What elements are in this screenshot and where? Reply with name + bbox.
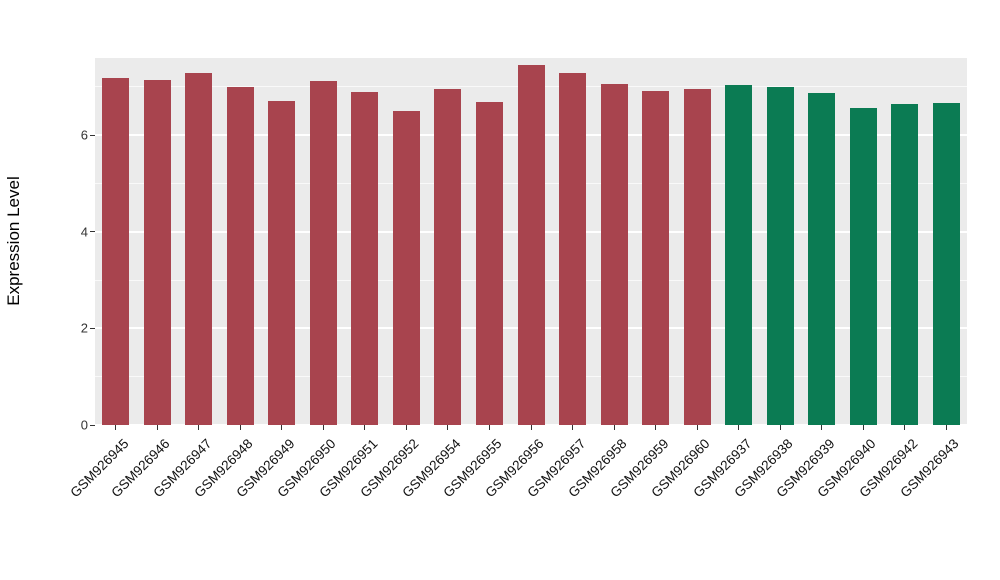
plot-panel (95, 58, 967, 426)
x-tick-mark (447, 425, 449, 430)
bar (601, 83, 628, 425)
bar (476, 102, 503, 425)
x-tick-mark (488, 425, 490, 430)
bar (559, 72, 586, 425)
bar (393, 111, 420, 425)
bar (310, 81, 337, 425)
y-axis-title: Expression Level (4, 176, 23, 306)
x-tick-mark (613, 425, 615, 430)
x-tick-mark (530, 425, 532, 430)
x-tick-mark (696, 425, 698, 430)
bar (268, 100, 295, 425)
bar (891, 103, 918, 425)
bar (102, 78, 129, 425)
y-tick-mark (90, 327, 95, 329)
bar (185, 73, 212, 425)
x-tick-mark (281, 425, 283, 430)
y-tick-mark (90, 424, 95, 426)
bar (518, 65, 545, 425)
x-tick-mark (738, 425, 740, 430)
x-tick-mark (821, 425, 823, 430)
bar (850, 107, 877, 425)
bar (642, 90, 669, 425)
bar (144, 79, 171, 425)
x-tick-mark (779, 425, 781, 430)
x-tick-mark (198, 425, 200, 430)
x-tick-mark (405, 425, 407, 430)
bar (767, 86, 794, 425)
y-tick-label: 4 (80, 224, 88, 240)
bar (434, 89, 461, 425)
y-tick-mark (90, 231, 95, 233)
x-tick-mark (239, 425, 241, 430)
x-tick-mark (156, 425, 158, 430)
y-tick-mark (90, 134, 95, 136)
y-tick-label: 6 (80, 127, 88, 143)
y-tick-label: 0 (80, 417, 88, 433)
bar (227, 86, 254, 425)
x-tick-mark (904, 425, 906, 430)
x-tick-mark (655, 425, 657, 430)
bar (808, 93, 835, 425)
x-tick-mark (322, 425, 324, 430)
bar (725, 84, 752, 425)
x-tick-mark (862, 425, 864, 430)
bar (933, 102, 960, 425)
bar (351, 91, 378, 425)
x-tick-mark (364, 425, 366, 430)
x-tick-mark (945, 425, 947, 430)
bar (684, 89, 711, 425)
x-tick-mark (572, 425, 574, 430)
y-tick-label: 2 (80, 320, 88, 336)
x-tick-mark (115, 425, 117, 430)
